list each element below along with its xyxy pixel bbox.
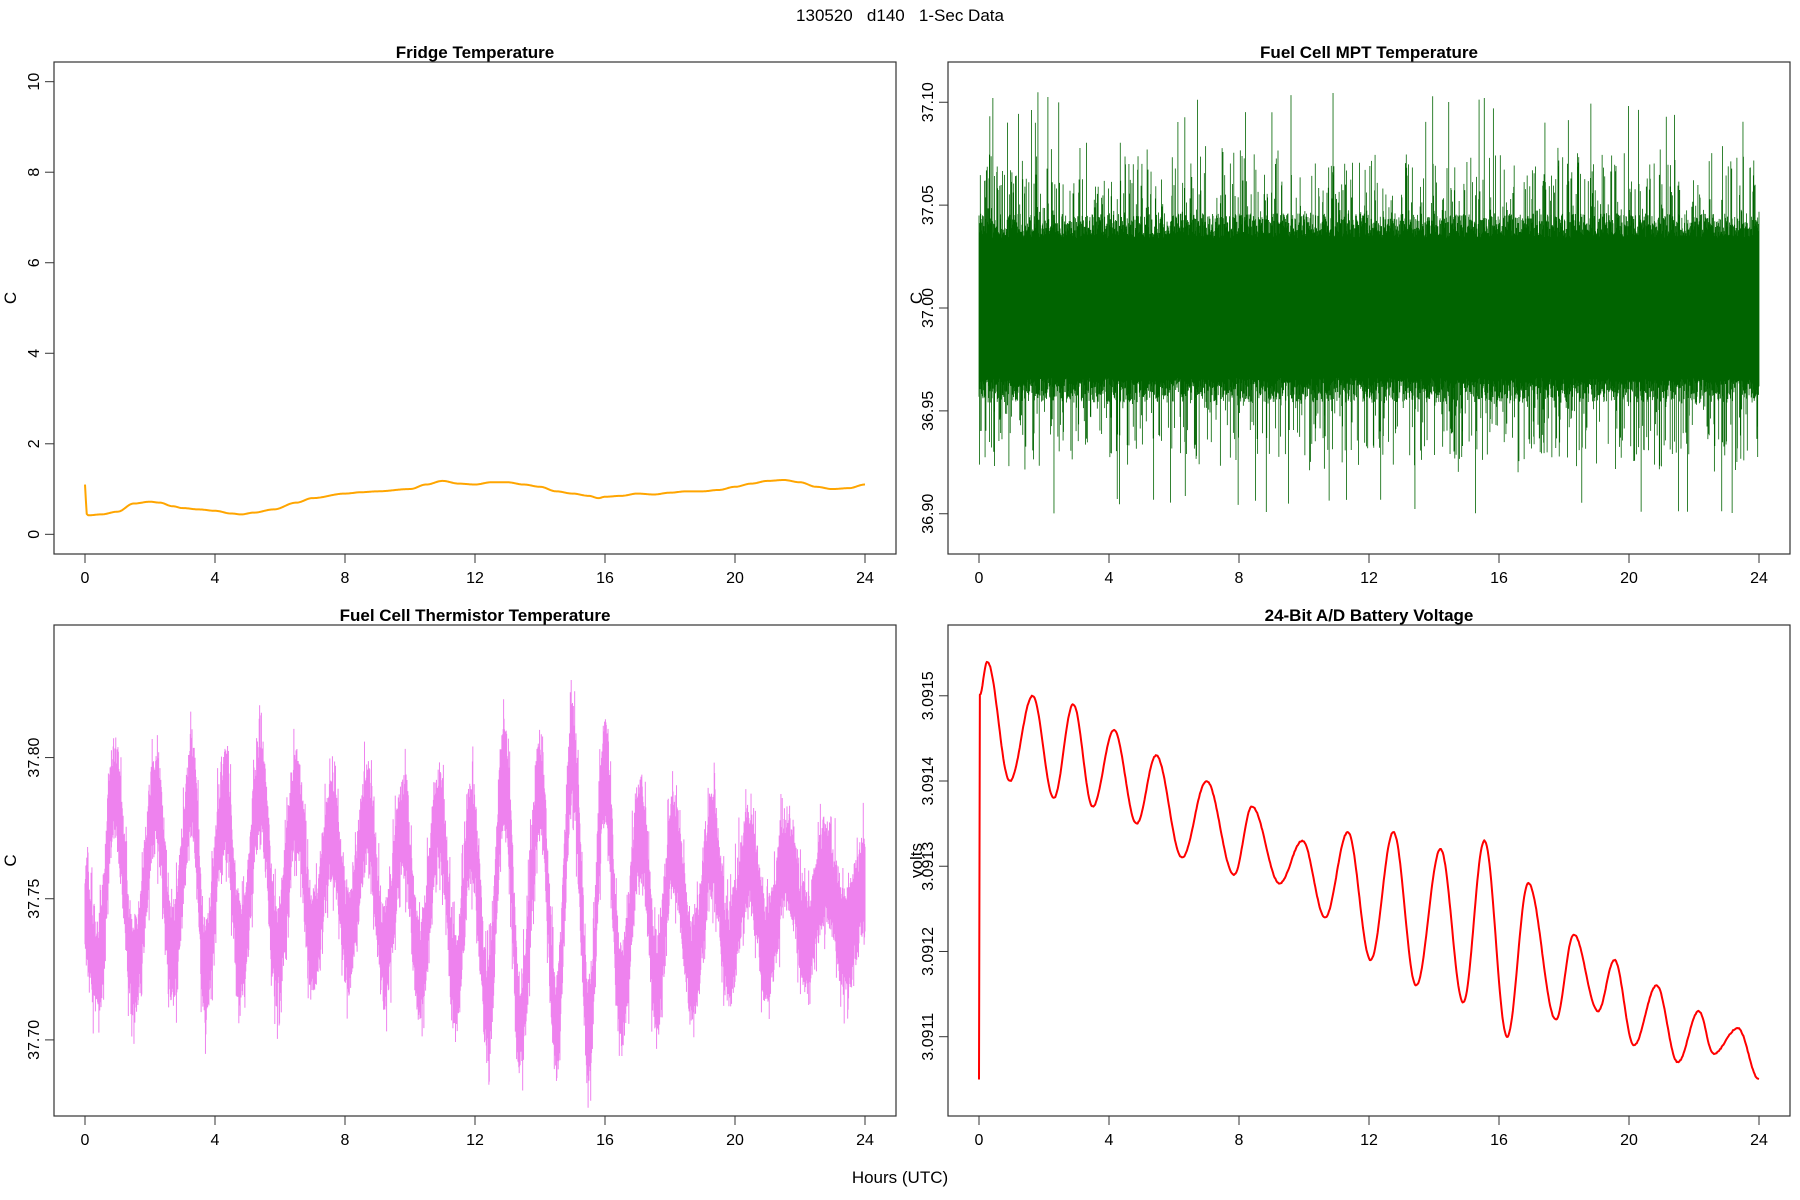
x-tick-label: 8 (341, 570, 350, 587)
y-tick-label: 3.0912 (920, 927, 937, 976)
x-tick-label: 4 (1105, 570, 1114, 587)
x-tick-label: 8 (1235, 570, 1244, 587)
series-3 (84, 680, 866, 1108)
chart-title: Fridge Temperature (396, 43, 554, 62)
y-tick-label: 0 (26, 530, 43, 539)
x-tick-label: 0 (81, 1132, 90, 1149)
y-tick-label: 36.95 (920, 391, 937, 431)
x-tick-label: 0 (975, 1132, 984, 1149)
series-1 (84, 479, 866, 517)
y-tick-label: 3.0911 (920, 1013, 937, 1061)
series-line (84, 479, 866, 517)
x-tick-label: 24 (1750, 1132, 1768, 1149)
x-tick-label: 0 (975, 570, 984, 587)
x-tick-label: 12 (466, 570, 484, 587)
y-axis-label: C (1, 854, 20, 866)
x-tick-label: 24 (1750, 570, 1768, 587)
chart-title: Fuel Cell Thermistor Temperature (340, 606, 611, 625)
y-axis-label: C (907, 292, 926, 304)
y-tick-label: 10 (26, 73, 43, 91)
chart-panel-4: 24-Bit A/D Battery Voltage volts 0 4 8 12 16 20… (907, 606, 1791, 1149)
x-tick-label: 16 (1490, 570, 1508, 587)
y-tick-label: 8 (26, 168, 43, 177)
x-tick-label: 16 (596, 1132, 614, 1149)
x-tick-label: 20 (1620, 1132, 1638, 1149)
x-tick-label: 24 (856, 570, 874, 587)
x-tick-label: 20 (726, 1132, 744, 1149)
series-4 (978, 660, 1760, 1080)
plot-frame (947, 624, 1791, 1117)
series-core (979, 225, 1759, 385)
y-tick-label: 37.10 (920, 82, 937, 122)
x-axis-label: Hours (UTC) (851, 1168, 949, 1187)
y-axis-label: volts (907, 843, 926, 878)
y-axis-label: C (1, 292, 20, 304)
y-tick-label: 37.70 (26, 1020, 43, 1060)
series-noise (84, 680, 866, 1108)
y-tick-label: 3.0914 (920, 756, 937, 805)
figure-title: 130520 d140 1-Sec Data (796, 6, 1004, 25)
y-tick-label: 3.0913 (920, 842, 937, 891)
x-tick-label: 20 (1620, 570, 1638, 587)
y-tick-label: 3.0915 (920, 671, 937, 720)
x-tick-label: 12 (466, 1132, 484, 1149)
series-2 (978, 92, 1760, 514)
x-tick-label: 16 (596, 570, 614, 587)
x-tick-label: 12 (1360, 1132, 1378, 1149)
x-tick-label: 8 (341, 1132, 350, 1149)
y-tick-label: 37.00 (920, 288, 937, 328)
x-tick-label: 8 (1235, 1132, 1244, 1149)
x-tick-label: 4 (211, 570, 220, 587)
series-line (978, 660, 1760, 1080)
y-tick-label: 4 (26, 349, 43, 358)
y-tick-label: 6 (26, 258, 43, 267)
x-tick-label: 0 (81, 570, 90, 587)
y-tick-label: 37.05 (920, 185, 937, 225)
x-tick-label: 20 (726, 570, 744, 587)
chart-title: Fuel Cell MPT Temperature (1260, 43, 1478, 62)
y-tick-label: 2 (26, 439, 43, 448)
chart-title: 24-Bit A/D Battery Voltage (1265, 606, 1474, 625)
chart-panel-2: Fuel Cell MPT Temperature C 0 4 8 12 16 20 24 36.… (907, 43, 1791, 587)
x-tick-label: 24 (856, 1132, 874, 1149)
x-tick-label: 16 (1490, 1132, 1508, 1149)
x-tick-label: 12 (1360, 570, 1378, 587)
chart-panel-3: Fuel Cell Thermistor Temperature C 0 4 8 12 16… (1, 606, 897, 1149)
y-tick-label: 37.80 (26, 737, 43, 777)
y-tick-label: 36.90 (920, 494, 937, 534)
y-tick-label: 37.75 (26, 879, 43, 919)
x-tick-label: 4 (211, 1132, 220, 1149)
x-tick-label: 4 (1105, 1132, 1114, 1149)
